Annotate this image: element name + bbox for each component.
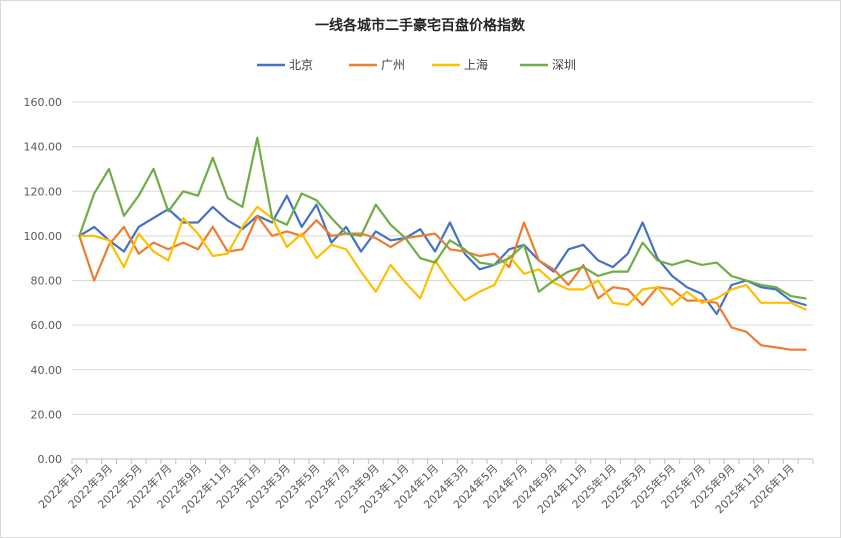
series-line-2 (78, 214, 807, 351)
y-tick-label: 160.00 (24, 96, 63, 109)
series-line-1 (78, 194, 807, 316)
x-axis: 2022年1月2022年3月2022年5月2022年7月2022年9月2022年… (35, 459, 814, 516)
y-tick-label: 80.00 (31, 275, 63, 288)
y-tick-label: 20.00 (31, 408, 63, 421)
y-tick-label: 100.00 (24, 230, 63, 243)
legend-label: 广州 (381, 58, 405, 72)
series-line-3 (78, 205, 807, 311)
series-line-4 (78, 136, 807, 300)
y-tick-label: 140.00 (24, 141, 63, 154)
legend: 北京 广州 上海 深圳 (257, 57, 576, 72)
y-tick-label: 40.00 (31, 364, 63, 377)
y-tick-label: 0.00 (38, 453, 63, 466)
y-tick-label: 60.00 (31, 319, 63, 332)
legend-label: 北京 (289, 58, 313, 72)
y-axis-ticks: 0.00 20.00 40.00 60.00 80.00 100.00 120.00 140.… (24, 96, 63, 466)
y-tick-label: 120.00 (24, 185, 63, 198)
legend-label: 上海 (464, 57, 488, 72)
series-group (78, 136, 807, 351)
legend-label: 深圳 (552, 58, 576, 72)
gridlines (72, 101, 813, 460)
chart-title: 一线各城市二手豪宅百盘价格指数 (315, 17, 526, 34)
